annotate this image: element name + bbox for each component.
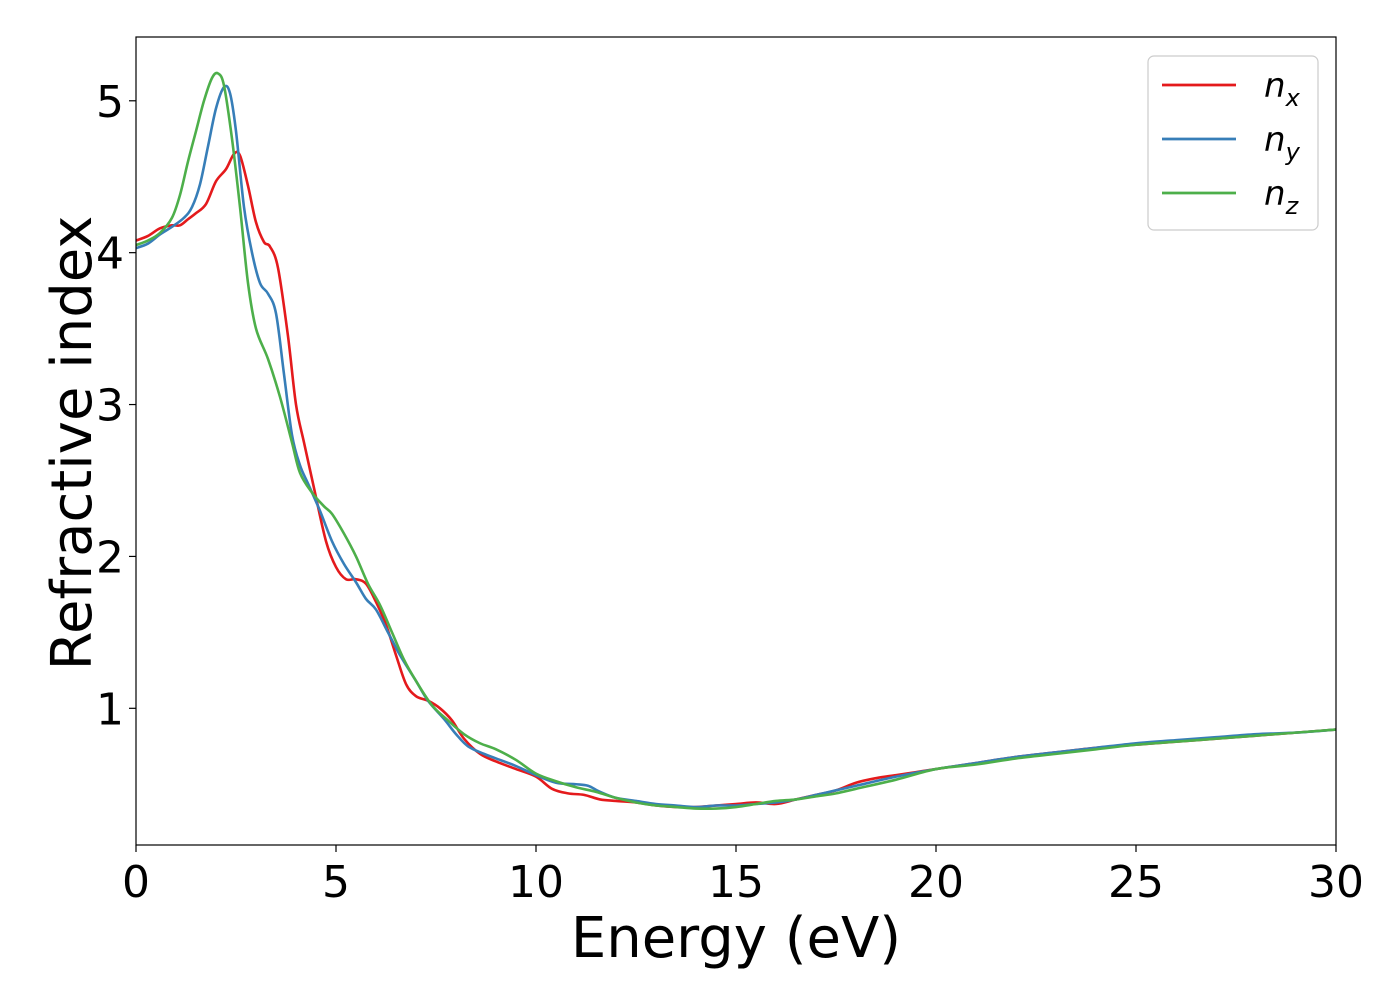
y-axis: 1 2 3 4 5 [96,77,136,735]
x-tick-label: 5 [322,857,350,908]
y-tick-label: 5 [96,77,124,128]
y-tick-label: 3 [96,381,124,432]
legend-label-y: ny [1264,120,1301,166]
x-tick-label: 10 [508,857,564,908]
legend-box [1147,55,1319,231]
series-line-y [136,84,1336,809]
y-tick-label: 2 [96,532,124,583]
legend-label-x: nx [1264,66,1301,112]
series-line-z [136,71,1336,811]
x-tick-label: 25 [1108,857,1164,908]
x-tick-label: 20 [908,857,964,908]
x-tick-label: 15 [708,857,764,908]
x-axis-title: Energy (eV) [571,906,901,971]
x-tick-label: 0 [122,857,150,908]
y-tick-label: 1 [96,684,124,735]
y-tick-label: 4 [96,229,124,280]
x-axis: 0 5 10 15 20 25 30 [122,845,1364,908]
y-axis-title: Refractive index [40,216,105,671]
x-tick-label: 30 [1308,857,1364,908]
series-layer [136,71,1336,811]
